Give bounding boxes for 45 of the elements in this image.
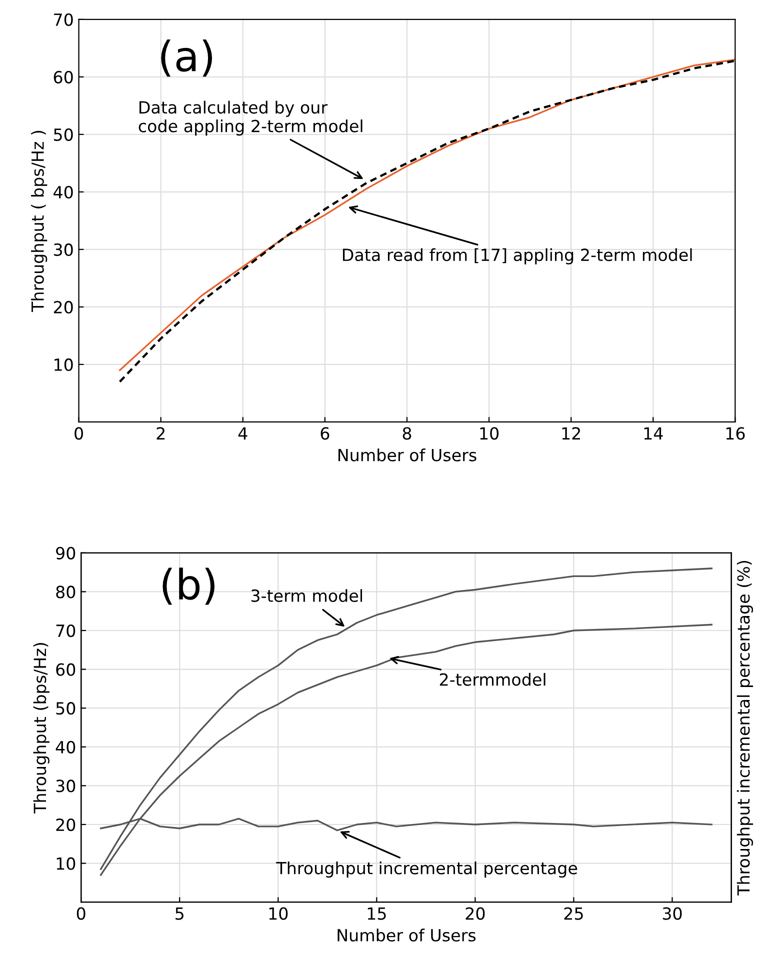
x-tick-label: 12 xyxy=(562,427,580,440)
x-axis-title: Number of Users xyxy=(338,448,476,462)
y-tick-label: 70 xyxy=(54,13,73,26)
x-tick-label: 5 xyxy=(176,907,184,920)
x-tick-label: 10 xyxy=(269,907,288,920)
x-tick-label: 2 xyxy=(156,427,164,440)
y-tick-label: 30 xyxy=(54,243,73,256)
y2-axis-title: Throughput incremental percentage (%) xyxy=(736,560,754,896)
annotation: 2-termmodel xyxy=(440,672,546,686)
annotation: Data read from [17] appling 2-term model xyxy=(342,248,692,264)
y-tick-label: 20 xyxy=(54,300,73,314)
x-tick-label: 20 xyxy=(466,907,485,920)
x-tick-label: 25 xyxy=(564,907,583,920)
y-tick-label: 90 xyxy=(56,546,76,560)
annotation: 3-term model xyxy=(251,589,362,602)
x-tick-label: 30 xyxy=(662,907,682,920)
y-tick-label: 50 xyxy=(54,128,73,141)
y-tick-label: 60 xyxy=(56,663,76,676)
x-axis-title: Number of Users xyxy=(338,928,476,942)
x-tick-label: 6 xyxy=(320,427,330,440)
annotation: Throughput incremental percentage xyxy=(276,862,578,878)
x-tick-label: 8 xyxy=(402,427,412,440)
annotation: (a) xyxy=(161,40,212,77)
y-tick-label: 50 xyxy=(56,702,76,715)
y-tick-label: 10 xyxy=(54,358,73,372)
annotation: Data calculated by our code appling 2-term model xyxy=(138,100,362,136)
y-tick-label: 10 xyxy=(56,857,76,870)
x-tick-label: 15 xyxy=(368,907,386,920)
y-axis-title: Throughput (bps/Hz) xyxy=(33,643,50,814)
x-tick-label: 0 xyxy=(76,907,86,920)
y-tick-label: 20 xyxy=(56,818,76,832)
x-tick-label: 4 xyxy=(238,427,248,440)
y-tick-label: 70 xyxy=(56,624,76,638)
y-tick-label: 40 xyxy=(56,740,76,754)
x-tick-label: 0 xyxy=(74,427,83,440)
y-tick-label: 40 xyxy=(54,186,73,198)
line-series xyxy=(100,624,712,876)
x-tick-label: 14 xyxy=(644,427,663,440)
y-tick-label: 80 xyxy=(56,586,76,598)
y-axis-title: Throughput ( bps/Hz ) xyxy=(31,130,48,312)
x-tick-label: 10 xyxy=(480,427,499,440)
annotation: (b) xyxy=(162,568,214,605)
y-tick-label: 30 xyxy=(56,780,76,792)
x-tick-label: 16 xyxy=(726,427,745,440)
y-tick-label: 60 xyxy=(54,70,73,84)
